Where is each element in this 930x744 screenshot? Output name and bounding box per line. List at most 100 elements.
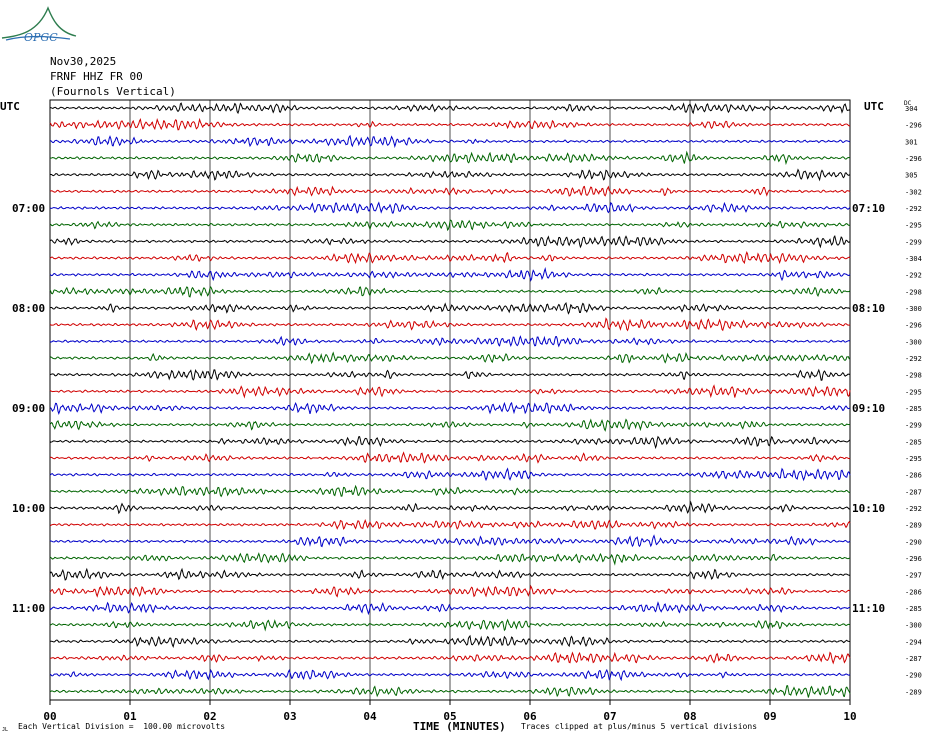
- seismic-trace: [49, 418, 851, 432]
- seismic-trace: [49, 317, 851, 332]
- x-tick-label: 08: [683, 710, 696, 723]
- dc-offset-label: -292: [905, 205, 922, 213]
- x-tick-label: 01: [123, 710, 137, 723]
- seismic-trace: [49, 500, 851, 515]
- dc-offset-label: -300: [905, 338, 922, 346]
- station-name-label: (Fournols Vertical): [50, 85, 176, 98]
- seismic-trace: [49, 168, 851, 182]
- x-tick-label: 07: [603, 710, 616, 723]
- dc-offset-label: -296: [905, 555, 922, 563]
- dc-offset-label: 301: [905, 138, 918, 146]
- right-time-label: 07:10: [852, 202, 885, 215]
- dc-offset-label: -304: [905, 255, 922, 263]
- right-axis-label: UTC: [864, 100, 884, 113]
- seismic-trace: [49, 267, 851, 282]
- dc-offset-label: -302: [905, 188, 922, 196]
- dc-offset-label: -300: [905, 305, 922, 313]
- seismic-trace: [49, 519, 851, 530]
- opgc-logo: OPGC: [1, 6, 77, 44]
- dc-offset-label: -289: [905, 522, 922, 530]
- station-label: FRNF HHZ FR 00: [50, 70, 143, 83]
- dc-offset-label: -298: [905, 288, 922, 296]
- seismic-trace: [49, 668, 851, 682]
- logo-swoosh: [5, 35, 71, 41]
- right-time-label: 08:10: [852, 302, 885, 315]
- dc-offset-label: -290: [905, 538, 922, 546]
- seismic-trace: [49, 335, 851, 348]
- seismic-trace: [49, 651, 851, 665]
- dc-offset-label: -299: [905, 238, 922, 246]
- seismic-trace: [49, 552, 851, 566]
- left-time-label: 10:00: [12, 502, 45, 515]
- dc-offset-label: -285: [905, 605, 922, 613]
- date-label: Nov30,2025: [50, 55, 117, 68]
- dc-offset-label: -286: [905, 588, 922, 596]
- seismic-trace: [49, 384, 851, 399]
- seismic-trace: [49, 618, 851, 632]
- seismic-trace: [49, 484, 851, 498]
- left-axis-label: UTC: [0, 100, 20, 113]
- logo-mountain-curve: [1, 6, 77, 39]
- seismic-trace: [49, 286, 851, 298]
- labels: 00 01 02 03 04 05 06 07 08 09 10 304 -296 301 -296 305 -…: [0, 100, 922, 723]
- seismic-trace: [49, 368, 851, 381]
- dc-offset-label: -292: [905, 272, 922, 280]
- logo-text: OPGC: [24, 31, 58, 44]
- dc-offset-label: 305: [905, 172, 918, 180]
- dc-offset-label: -300: [905, 622, 922, 630]
- dc-offset-label: -295: [905, 222, 922, 230]
- seismic-trace: [49, 435, 851, 450]
- seismic-trace: [49, 302, 851, 315]
- x-tick-label: 10: [843, 710, 856, 723]
- left-time-label: 11:00: [12, 602, 45, 615]
- seismic-trace: [49, 601, 851, 616]
- seismic-trace: [49, 185, 851, 197]
- dc-offset-label: 304: [905, 105, 918, 113]
- seismic-trace: [49, 102, 851, 115]
- seismic-trace: [49, 250, 851, 265]
- dc-offset-label: -295: [905, 388, 922, 396]
- right-time-label: 09:10: [852, 402, 885, 415]
- dc-offset-label: -295: [905, 455, 922, 463]
- x-tick-label: 04: [363, 710, 377, 723]
- dc-offset-label: -299: [905, 422, 922, 430]
- dc-offset-label: -289: [905, 688, 922, 696]
- dc-offset-label: -298: [905, 372, 922, 380]
- right-time-label: 11:10: [852, 602, 885, 615]
- traces: [49, 102, 851, 698]
- left-time-label: 09:00: [12, 402, 45, 415]
- seismic-trace: [49, 219, 851, 232]
- dc-offset-label: -296: [905, 122, 922, 130]
- dc-offset-label: -296: [905, 322, 922, 330]
- x-tick-label: 03: [283, 710, 296, 723]
- clip-note: Traces clipped at plus/minus 5 vertical …: [521, 722, 758, 731]
- scale-note: Each Vertical Division = 100.00 microvol…: [18, 722, 226, 731]
- x-axis-title: TIME (MINUTES): [413, 720, 506, 733]
- dc-offset-label: -290: [905, 672, 922, 680]
- dc-offset-label: -287: [905, 488, 922, 496]
- dc-offset-label: -287: [905, 655, 922, 663]
- seismic-trace: [49, 234, 851, 249]
- seismic-trace: [49, 534, 851, 548]
- seismic-trace: [49, 401, 851, 415]
- seismic-trace: [49, 467, 851, 482]
- seismic-trace: [49, 201, 851, 214]
- x-tick-label: 06: [523, 710, 537, 723]
- seismic-trace: [49, 134, 851, 149]
- x-tick-label: 02: [203, 710, 216, 723]
- dc-offset-label: -292: [905, 505, 922, 513]
- dc-offset-label: -285: [905, 405, 922, 413]
- right-time-label: 10:10: [852, 502, 885, 515]
- seismic-trace: [49, 634, 851, 648]
- seismic-trace: [49, 150, 851, 166]
- left-time-label: 07:00: [12, 202, 45, 215]
- dc-offset-label: -296: [905, 155, 922, 163]
- dc-offset-label: -286: [905, 472, 922, 480]
- dc-offset-label: -292: [905, 355, 922, 363]
- seismic-trace: [49, 451, 851, 464]
- seismic-trace: [49, 685, 851, 698]
- left-time-label: 08:00: [12, 302, 45, 315]
- grid: [49, 99, 851, 705]
- dc-offset-label: -297: [905, 572, 922, 580]
